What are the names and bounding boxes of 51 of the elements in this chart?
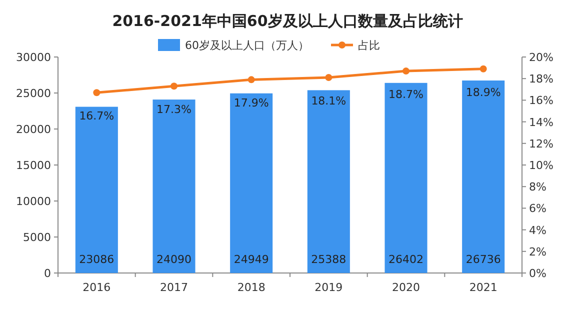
y-tick-label: 25000 bbox=[16, 87, 51, 100]
bar bbox=[462, 80, 505, 273]
data-label: 24949 bbox=[234, 253, 269, 266]
data-label: 18.1% bbox=[311, 94, 346, 108]
y-tick-label: 0 bbox=[44, 267, 51, 280]
point bbox=[402, 68, 410, 75]
x-tick-label: 2020 bbox=[392, 281, 420, 294]
point bbox=[480, 65, 487, 72]
bar bbox=[307, 90, 350, 273]
legend-label: 占比 bbox=[358, 39, 380, 52]
bar bbox=[75, 106, 118, 273]
point bbox=[93, 89, 100, 96]
y2-tick-label: 12% bbox=[529, 137, 554, 150]
chart-title: 2016-2021年中国60岁及以上人口数量及占比统计 bbox=[112, 12, 463, 30]
y-tick-label: 15000 bbox=[16, 159, 51, 172]
x-tick-label: 2019 bbox=[314, 281, 343, 294]
data-label: 25388 bbox=[311, 253, 346, 266]
x-tick-label: 2018 bbox=[237, 281, 266, 294]
bar bbox=[152, 100, 196, 273]
x-tick-label: 2016 bbox=[82, 281, 111, 294]
data-label: 17.3% bbox=[156, 103, 192, 116]
y-tick-label: 20000 bbox=[16, 123, 51, 136]
y-tick-label: 5000 bbox=[23, 231, 51, 244]
y-tick-label: 30000 bbox=[16, 51, 51, 64]
y2-tick-label: 10% bbox=[529, 159, 554, 172]
data-label: 18.9% bbox=[466, 86, 501, 99]
legend-label: 60岁及以上人口（万人） bbox=[185, 39, 309, 52]
bar bbox=[230, 93, 273, 273]
x-tick-label: 2021 bbox=[469, 281, 498, 294]
y2-tick-label: 14% bbox=[529, 116, 554, 129]
point bbox=[248, 76, 255, 84]
y2-tick-label: 4% bbox=[529, 224, 546, 237]
y2-tick-label: 6% bbox=[529, 202, 546, 216]
data-label: 18.7% bbox=[388, 88, 424, 102]
y-tick-label: 10000 bbox=[16, 195, 51, 208]
data-label: 16.7% bbox=[79, 110, 114, 123]
point bbox=[170, 82, 178, 90]
data-label: 26402 bbox=[388, 253, 424, 266]
y2-tick-label: 2% bbox=[529, 245, 546, 258]
data-label: 26736 bbox=[466, 253, 501, 266]
y2-tick-label: 18% bbox=[529, 72, 554, 86]
y2-tick-label: 16% bbox=[529, 94, 554, 108]
data-label: 23086 bbox=[79, 253, 114, 266]
y2-tick-label: 8% bbox=[529, 180, 546, 194]
point bbox=[325, 74, 332, 82]
data-label: 24090 bbox=[156, 253, 192, 266]
data-label: 17.9% bbox=[234, 96, 269, 110]
bar bbox=[384, 82, 428, 273]
x-tick-label: 2017 bbox=[160, 281, 188, 294]
y2-tick-label: 0% bbox=[529, 267, 546, 280]
y2-tick-label: 20% bbox=[529, 51, 554, 64]
